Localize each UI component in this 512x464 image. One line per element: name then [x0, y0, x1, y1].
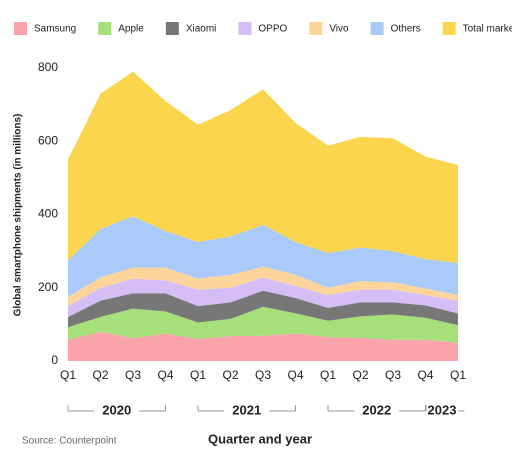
legend-label: Xiaomi — [186, 24, 217, 35]
x-tick-label: Q3 — [255, 368, 271, 382]
area — [68, 266, 458, 307]
area — [68, 216, 458, 297]
x-tick-label: Q2 — [92, 368, 108, 382]
legend-label: Samsung — [34, 24, 76, 35]
area — [68, 331, 458, 361]
x-tick-label: Q4 — [287, 368, 303, 382]
source-note: Source: Counterpoint — [22, 436, 117, 447]
area — [68, 306, 458, 343]
legend-label: OPPO — [258, 24, 287, 35]
x-tick-label: Q1 — [450, 368, 466, 382]
y-tick-label: 600 — [38, 133, 58, 147]
legend-swatch — [98, 22, 112, 35]
legend-label: Others — [391, 24, 421, 35]
x-tick-label: Q2 — [222, 368, 238, 382]
x-tick-label: Q1 — [190, 368, 206, 382]
legend-swatch — [238, 22, 252, 35]
legend-label: Apple — [118, 24, 144, 35]
y-tick-label: 0 — [51, 353, 58, 367]
area — [68, 290, 458, 328]
area — [68, 277, 458, 318]
x-tick-label: Q3 — [125, 368, 141, 382]
y-tick-label: 400 — [38, 207, 58, 221]
year-label: 2021 — [232, 402, 261, 417]
legend-swatch — [309, 22, 323, 35]
year-label: 2020 — [102, 402, 131, 417]
legend-swatch — [370, 22, 384, 35]
legend-swatch — [14, 22, 27, 35]
year-label: 2022 — [362, 402, 391, 417]
y-axis-title: Global smartphone shipments (in millions… — [13, 114, 24, 317]
legend-swatch — [442, 22, 456, 35]
x-tick-label: Q4 — [157, 368, 173, 382]
x-tick-label: Q3 — [385, 368, 401, 382]
x-tick-label: Q1 — [60, 368, 76, 382]
y-tick-label: 200 — [38, 280, 58, 294]
x-tick-label: Q2 — [352, 368, 368, 382]
x-tick-label: Q1 — [320, 368, 336, 382]
y-tick-label: 800 — [38, 60, 58, 74]
legend-label: Total market — [463, 24, 512, 35]
legend-label: Vivo — [329, 24, 349, 35]
year-label: 2023 — [428, 402, 457, 417]
x-axis-title: Quarter and year — [208, 431, 312, 446]
x-tick-label: Q4 — [417, 368, 433, 382]
legend-swatch — [165, 22, 179, 35]
area — [68, 71, 458, 263]
